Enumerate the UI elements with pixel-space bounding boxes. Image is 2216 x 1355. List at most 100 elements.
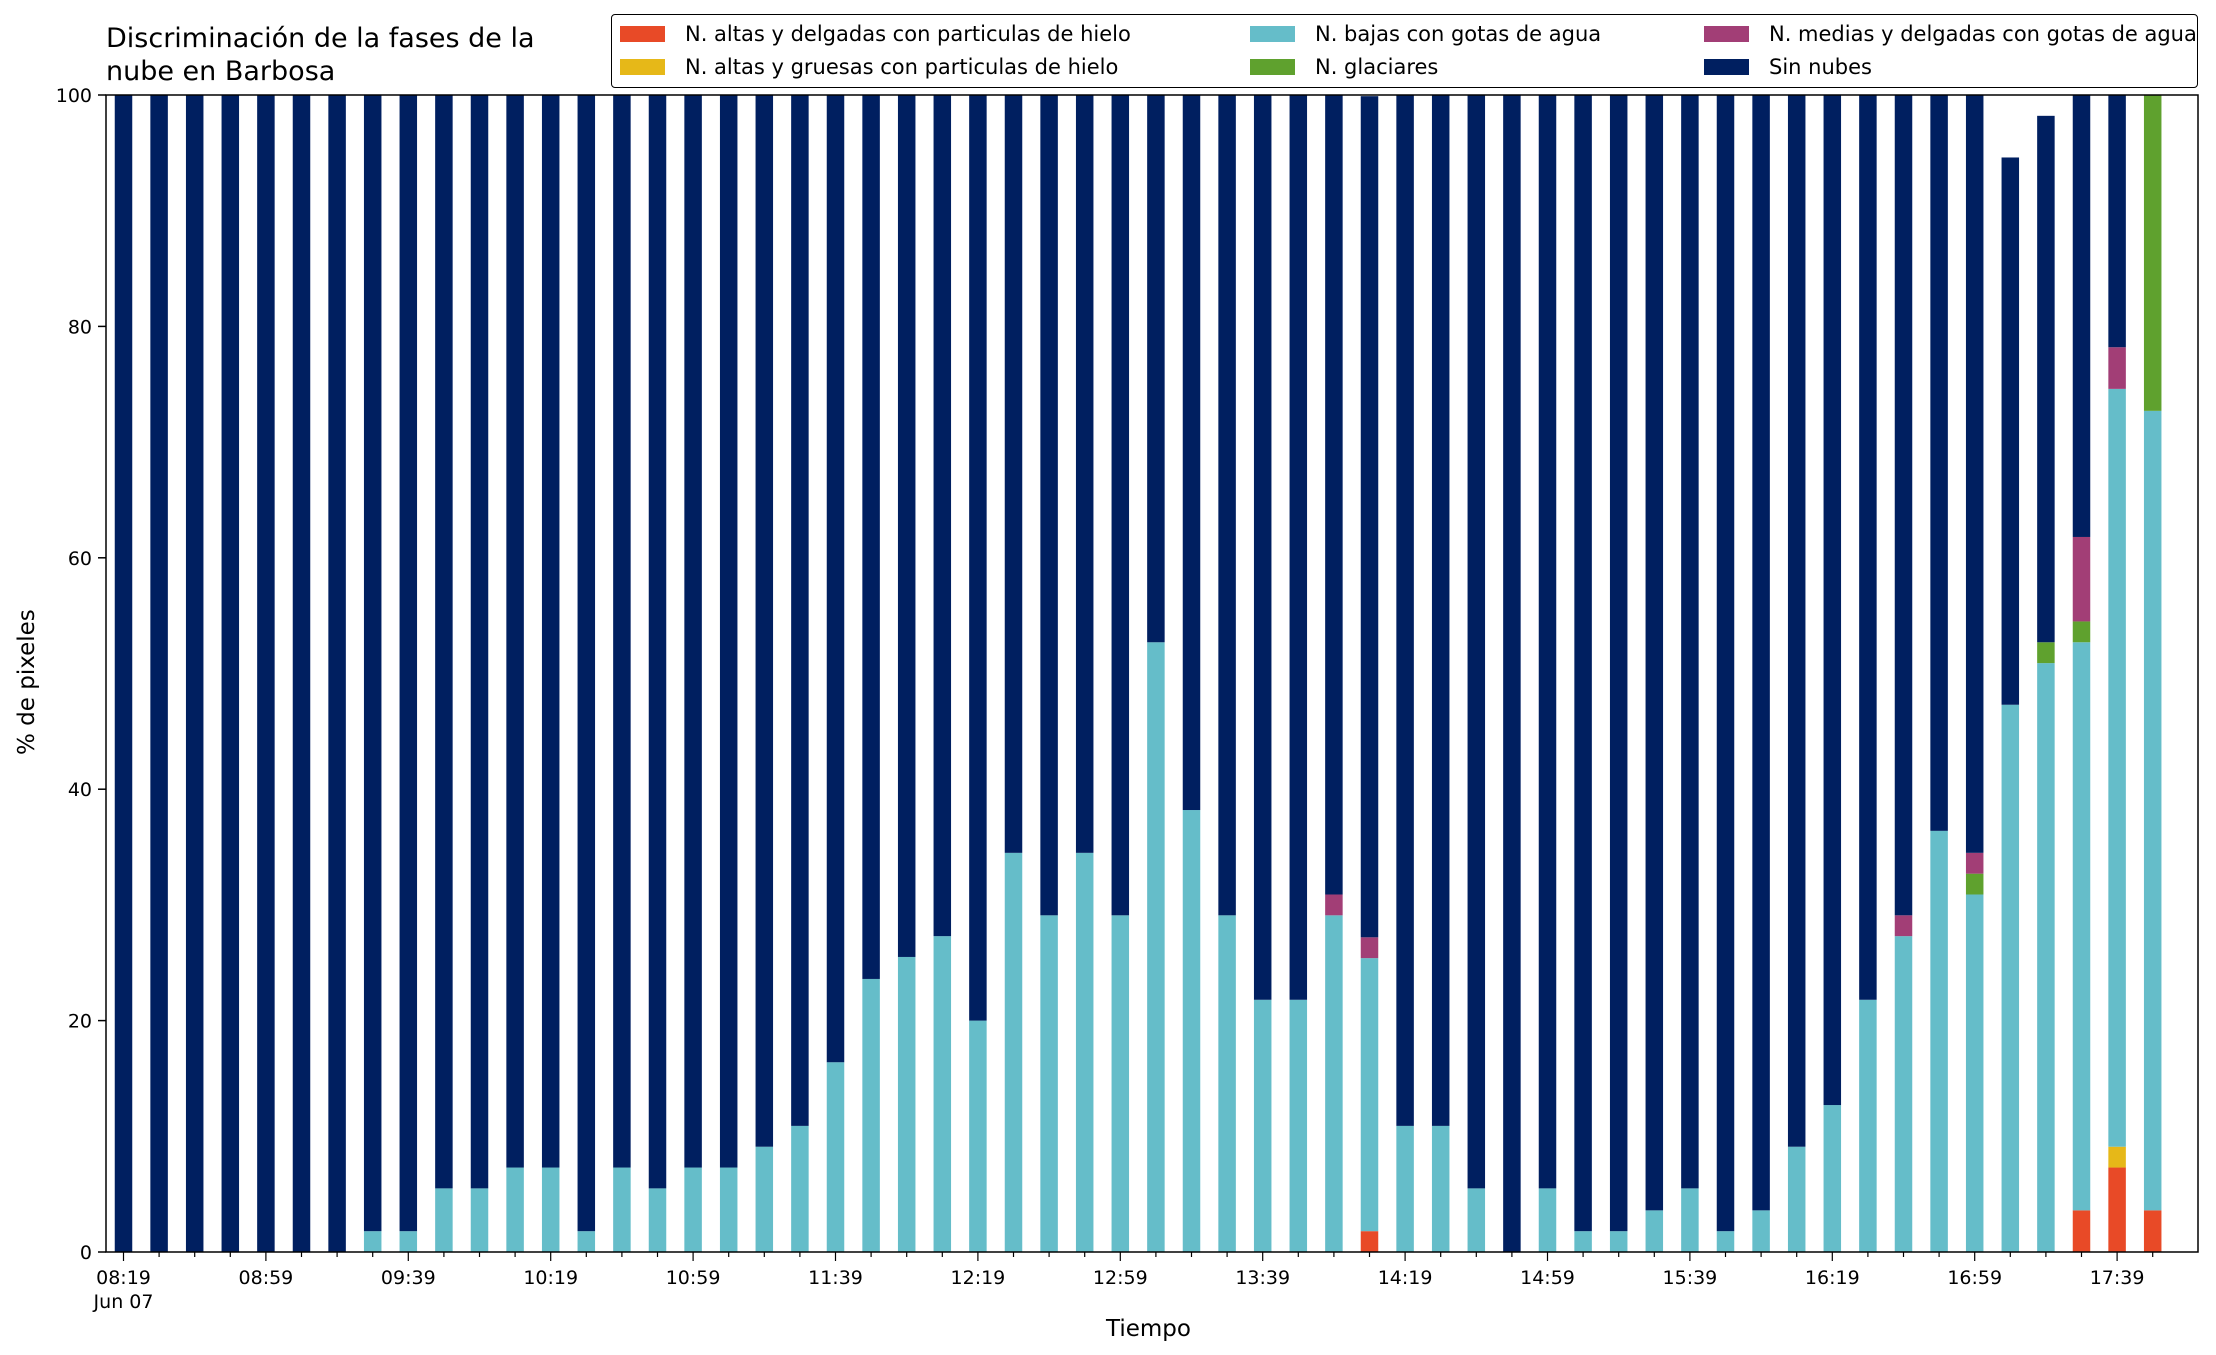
x-tick-label: 16:59 [1947,1267,2002,1289]
bar-segment [1075,95,1094,853]
bar-segment [1859,999,1877,1252]
bar-segment [1538,1188,1557,1252]
legend: N. altas y delgadas con particulas de hi… [611,14,2198,88]
bar-segment [1467,1188,1486,1252]
bar-segment [1218,95,1236,916]
bar-segment [862,95,880,979]
legend-label: Sin nubes [1769,55,1872,79]
bar-segment [1859,95,1877,1000]
x-tick-label: 08:19 [96,1267,151,1289]
bar-segment [755,95,774,1147]
legend-item-sin-nubes: Sin nubes [1704,52,1872,82]
bar-segment [1752,1210,1770,1252]
bar-segment [1965,894,1984,1252]
bar-segment [1218,915,1236,1252]
y-tick-label: 40 [68,779,92,801]
bar-segment [1894,95,1913,916]
x-tick-label: 16:19 [1805,1267,1860,1289]
x-tick-label: 12:59 [1093,1267,1148,1289]
bar-segment [1823,95,1842,1106]
bar-segment [2072,536,2091,622]
bar-segment [1396,95,1414,1126]
bar-segment [1111,95,1130,916]
bar-segment [1930,95,1948,831]
bar-segment [897,956,916,1252]
bar-segment [791,1125,809,1252]
bar-segment [1111,915,1130,1252]
bar-segment [613,95,631,1168]
bar-segment [363,95,382,1232]
bar-segment [1965,95,1984,853]
bar-segment [826,95,845,1063]
bar-segment [2108,95,2126,348]
bars-group [114,95,2162,1252]
bar-segment [435,1188,453,1252]
bar-segment [1681,1188,1699,1252]
bar-segment [648,95,667,1189]
legend-swatch [1250,59,1295,75]
bar-segment [1965,873,1984,895]
legend-swatch [1704,59,1749,75]
x-tick-label: 17:39 [2090,1267,2145,1289]
legend-swatch [620,59,665,75]
bar-segment [2072,621,2091,643]
x-tick-label: 10:19 [523,1267,578,1289]
bar-segment [1930,830,1948,1252]
bar-segment [328,95,346,1252]
bar-segment [969,95,987,1021]
bar-segment [399,95,418,1232]
bar-segment [292,95,311,1252]
legend-label: N. altas y gruesas con particulas de hie… [685,55,1119,79]
bar-segment [506,1167,524,1252]
bar-segment [1574,95,1592,1232]
bar-segment [1894,915,1913,937]
legend-item-medias: N. medias y delgadas con gotas de agua [1704,19,2197,49]
bar-segment [1325,95,1343,895]
bar-segment [506,95,524,1168]
bar-segment [1325,894,1343,916]
bar-segment [1894,936,1913,1252]
bar-segment [2037,642,2055,664]
plot-frame [105,94,2199,1253]
bar-segment [755,1146,774,1252]
x-tick-label: 08:59 [239,1267,294,1289]
bar-segment [2143,95,2162,411]
bar-segment [221,95,240,1252]
bar-segment [719,95,738,1168]
bar-segment [1182,810,1201,1252]
bar-segment [1040,915,1058,1252]
bar-segment [1182,95,1201,811]
bar-segment [1716,1231,1735,1252]
bar-segment [2108,1167,2126,1252]
bar-segment [541,1167,560,1252]
chart-title-line-2: nube en Barbosa [106,56,336,87]
bar-segment [185,95,204,1252]
bar-segment [1360,96,1379,938]
bar-segment [1004,95,1023,853]
x-tick-label: 10:59 [666,1267,721,1289]
bar-segment [969,1020,987,1252]
bar-segment [1503,95,1521,1252]
legend-label: N. glaciares [1315,55,1439,79]
bar-segment [2072,95,2091,537]
x-tick-label: 15:39 [1663,1267,1718,1289]
bar-segment [719,1167,738,1252]
bar-segment [2143,1210,2162,1252]
bar-segment [2001,157,2020,705]
x-tick-label: 09:39 [381,1267,436,1289]
bar-segment [435,95,453,1189]
bar-segment [1253,95,1272,1000]
bar-segment [363,1231,382,1252]
y-tick-label: 100 [56,85,92,107]
bar-segment [1645,95,1664,1211]
x-tick-label: 14:59 [1520,1267,1575,1289]
bar-segment [470,95,489,1189]
x-tick-label: 12:19 [951,1267,1006,1289]
bar-segment [1289,999,1308,1252]
bar-segment [897,95,916,957]
bar-segment [1040,95,1058,916]
x-tick-label: 11:39 [808,1267,863,1289]
bar-segment [1467,95,1486,1189]
